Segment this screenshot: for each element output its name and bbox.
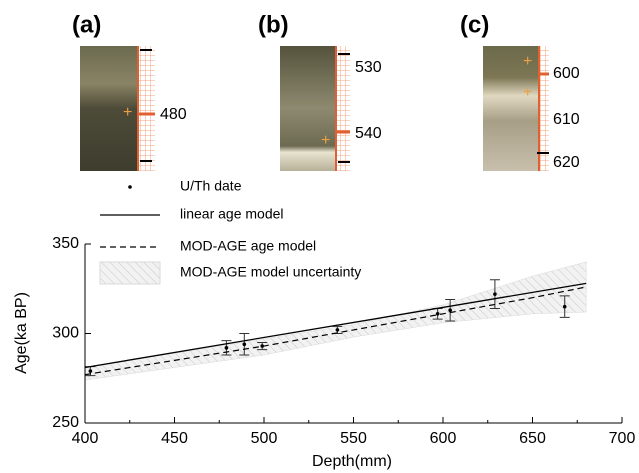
- photo-a: +: [80, 46, 155, 171]
- panel-label: (c): [460, 11, 489, 38]
- legend-label: linear age model: [180, 206, 284, 222]
- svg-text:+: +: [123, 104, 132, 121]
- uth-date: [335, 328, 340, 332]
- uth-date: [224, 346, 229, 350]
- legend-label: MOD-AGE model uncertainty: [180, 264, 361, 280]
- legend-label: U/Th date: [180, 178, 242, 194]
- scale-label: 530: [355, 59, 382, 76]
- uth-date: [562, 304, 567, 309]
- x-tick-label: 700: [609, 430, 636, 447]
- x-axis-label: Depth(mm): [312, 453, 392, 470]
- uth-date: [435, 312, 440, 316]
- y-axis-label: Age(ka BP): [13, 292, 30, 374]
- x-tick-label: 650: [519, 430, 546, 447]
- modage-line: [84, 286, 587, 376]
- x-tick-label: 400: [72, 430, 99, 447]
- legend-label: MOD-AGE age model: [180, 238, 316, 254]
- uth-date: [493, 292, 497, 296]
- x-tick-label: 450: [161, 430, 188, 447]
- uth-date: [448, 308, 452, 313]
- scale-label: 600: [553, 65, 580, 82]
- y-tick-label: 250: [52, 414, 79, 431]
- uth-date: [88, 369, 93, 373]
- svg-text:+: +: [523, 84, 532, 101]
- scale-label: 540: [355, 125, 382, 142]
- y-tick-label: 300: [52, 325, 79, 342]
- photo-b: +: [280, 46, 350, 171]
- svg-text:+: +: [523, 53, 532, 70]
- legend-marker: [128, 185, 132, 189]
- scale-label: 480: [160, 106, 187, 123]
- x-tick-label: 500: [251, 430, 278, 447]
- uth-date: [260, 344, 265, 348]
- panel-label: (b): [258, 11, 289, 38]
- photo-c: + +: [483, 46, 549, 171]
- scale-label: 620: [553, 154, 580, 171]
- scale-label: 610: [553, 111, 580, 128]
- legend-marker: [99, 261, 161, 285]
- uth-date: [242, 342, 247, 347]
- panel-label: (a): [72, 11, 101, 38]
- linear-model-line: [84, 282, 587, 369]
- svg-text:+: +: [321, 132, 330, 149]
- y-tick-label: 350: [52, 235, 79, 252]
- x-tick-label: 550: [340, 430, 367, 447]
- uncertainty-band: [84, 261, 587, 381]
- x-tick-label: 600: [430, 430, 457, 447]
